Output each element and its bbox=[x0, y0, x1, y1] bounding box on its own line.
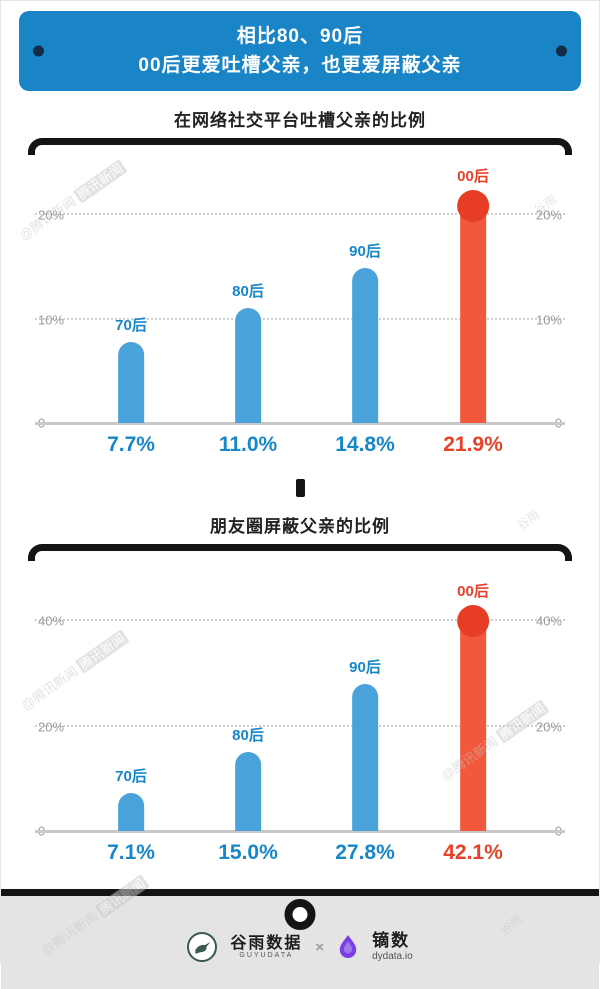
footer: 谷雨数据 GUYUDATA × 镝数 dydata.io bbox=[1, 896, 599, 989]
ytick-right: 40% bbox=[535, 613, 562, 629]
bar-group: 90后 27.8% bbox=[335, 656, 395, 864]
bar bbox=[457, 604, 489, 831]
ytick-left: 10% bbox=[38, 312, 65, 328]
bar bbox=[352, 267, 378, 423]
bar-value-label: 15.0% bbox=[218, 841, 278, 864]
bar-value-label: 7.7% bbox=[107, 433, 155, 456]
ytick-right: 10% bbox=[535, 312, 562, 328]
bar-group-highlight: 00后 21.9% bbox=[443, 165, 503, 456]
bar-value-label: 14.8% bbox=[335, 433, 395, 456]
guyu-brand-sub: GUYUDATA bbox=[239, 952, 294, 960]
gridline-20 bbox=[35, 213, 565, 215]
ytick-left: 20% bbox=[38, 719, 65, 735]
bar-value-label: 42.1% bbox=[443, 841, 503, 864]
bar bbox=[118, 342, 144, 423]
bar bbox=[235, 751, 261, 831]
gridline-20 bbox=[35, 725, 565, 727]
bar-value-label: 7.1% bbox=[107, 841, 155, 864]
dishu-drop-logo-icon bbox=[339, 935, 357, 959]
chart-section-1: 在网络社交平台吐槽父亲的比例 20% 20% 10% 10% 0 0 70后 7… bbox=[1, 106, 599, 457]
bar bbox=[235, 307, 261, 423]
bar-chart-2: 40% 40% 20% 20% 0 0 70后 7.1% 80后 15.0% 9… bbox=[1, 561, 599, 865]
banner-dot-left bbox=[33, 45, 44, 57]
top-bracket bbox=[28, 544, 572, 561]
section-connector bbox=[295, 479, 305, 497]
bar bbox=[352, 683, 378, 831]
bar-group: 70后 7.7% bbox=[107, 314, 155, 456]
bar-category-label: 00后 bbox=[457, 582, 489, 600]
ytick-left: 20% bbox=[38, 207, 65, 223]
top-bracket bbox=[28, 138, 572, 155]
chart-section-2: 朋友圈屏蔽父亲的比例 40% 40% 20% 20% 0 0 70后 7.1% … bbox=[1, 512, 599, 865]
dishu-brand-name: 镝数 bbox=[372, 931, 411, 951]
bar-group-highlight: 00后 42.1% bbox=[443, 580, 503, 864]
guyu-brand-name: 谷雨数据 bbox=[230, 934, 303, 952]
title-banner: 相比80、90后 00后更爱吐槽父亲，也更爱屏蔽父亲 bbox=[19, 11, 581, 91]
bar-chart-1: 20% 20% 10% 10% 0 0 70后 7.7% 80后 11.0% 9… bbox=[1, 155, 599, 457]
ytick-right: 20% bbox=[535, 207, 562, 223]
bar-top-dot bbox=[457, 604, 489, 637]
chart1-title: 在网络社交平台吐槽父亲的比例 bbox=[174, 111, 426, 130]
x-axis-baseline bbox=[35, 422, 565, 425]
bar-group: 80后 15.0% bbox=[218, 724, 278, 865]
footer-divider-bar bbox=[1, 889, 599, 896]
bar-category-label: 70后 bbox=[115, 317, 147, 335]
bar-category-label: 80后 bbox=[232, 726, 264, 744]
bar-category-label: 90后 bbox=[349, 658, 381, 676]
ytick-right: 20% bbox=[535, 719, 562, 735]
chart2-title: 朋友圈屏蔽父亲的比例 bbox=[210, 517, 390, 536]
dishu-brand-sub: dydata.io bbox=[372, 950, 413, 962]
bar-value-label: 11.0% bbox=[218, 433, 278, 456]
separator-x: × bbox=[315, 938, 325, 956]
bar-top-dot bbox=[457, 190, 489, 223]
bar-category-label: 00后 bbox=[457, 168, 489, 186]
ytick-left: 40% bbox=[38, 613, 65, 629]
banner-line2: 00后更爱吐槽父亲，也更爱屏蔽父亲 bbox=[138, 55, 462, 76]
bar-group: 80后 11.0% bbox=[219, 280, 277, 457]
banner-dot-right bbox=[556, 45, 567, 57]
bar-category-label: 70后 bbox=[115, 768, 147, 786]
guyu-brand: 谷雨数据 GUYUDATA bbox=[230, 935, 302, 960]
dishu-brand: 镝数 dydata.io bbox=[372, 931, 413, 962]
guyu-bird-logo-icon bbox=[187, 932, 218, 962]
gridline-10 bbox=[35, 318, 565, 320]
bar bbox=[118, 793, 144, 831]
bar-value-label: 21.9% bbox=[443, 433, 503, 456]
footer-logos: 谷雨数据 GUYUDATA × 镝数 dydata.io bbox=[1, 896, 599, 962]
hanging-ring-icon bbox=[284, 899, 316, 930]
banner-line1: 相比80、90后 bbox=[236, 25, 364, 47]
bar-category-label: 80后 bbox=[232, 282, 264, 300]
bar-group: 70后 7.1% bbox=[107, 765, 155, 864]
bar-value-label: 27.8% bbox=[335, 841, 395, 864]
gridline-40 bbox=[35, 619, 565, 621]
bar bbox=[457, 190, 489, 423]
x-axis-baseline bbox=[35, 830, 565, 833]
bar-group: 90后 14.8% bbox=[335, 240, 395, 456]
bar-category-label: 90后 bbox=[349, 242, 381, 260]
